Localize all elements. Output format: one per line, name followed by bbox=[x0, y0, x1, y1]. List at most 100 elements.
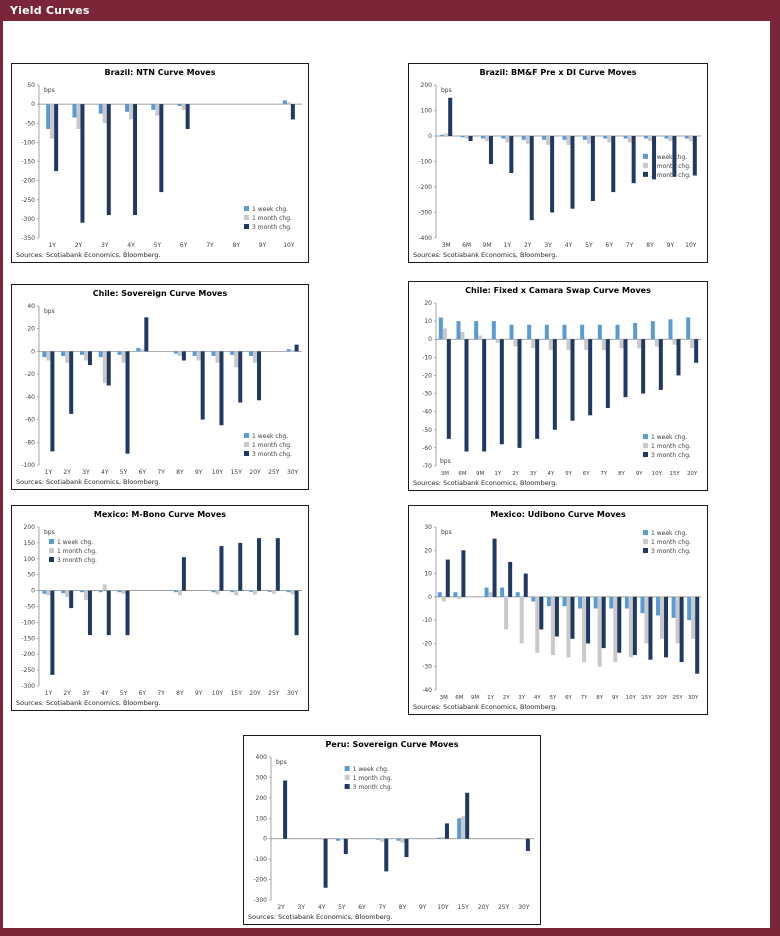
bar bbox=[675, 596, 680, 644]
y-tick-label: -100 bbox=[21, 462, 35, 469]
bar bbox=[181, 351, 186, 361]
bar bbox=[593, 596, 598, 609]
legend-swatch bbox=[244, 451, 249, 456]
x-tick-label: 6Y bbox=[358, 904, 366, 911]
bar bbox=[72, 104, 77, 118]
bar bbox=[615, 324, 620, 340]
y-tick-label: 10 bbox=[424, 318, 432, 325]
x-tick-label: 10Y bbox=[212, 690, 224, 697]
bar bbox=[570, 136, 575, 209]
bar bbox=[491, 321, 496, 340]
legend-label: 1 month chg. bbox=[651, 539, 691, 546]
y-tick-label: -250 bbox=[21, 197, 35, 204]
bar bbox=[234, 590, 239, 596]
x-tick-label: 5Y bbox=[565, 471, 572, 477]
y-tick-label: -60 bbox=[25, 417, 35, 424]
legend-swatch bbox=[643, 452, 648, 457]
bar bbox=[562, 596, 567, 607]
x-tick-label: 6Y bbox=[583, 471, 590, 477]
x-tick-label: 5Y bbox=[154, 242, 162, 249]
chart-title: Mexico: Udibono Curve Moves bbox=[490, 510, 626, 519]
legend-swatch bbox=[643, 153, 648, 159]
bar bbox=[196, 351, 201, 361]
bar bbox=[253, 590, 258, 595]
bps-label: bps bbox=[44, 87, 55, 94]
bar bbox=[257, 538, 262, 591]
bar bbox=[619, 339, 624, 349]
x-tick-label: 10Y bbox=[437, 904, 449, 911]
bar bbox=[624, 596, 629, 609]
chart-panel-mexico-udibono: Mexico: Udibono Curve Moves 30 20 10 0 -10 -2… bbox=[408, 505, 708, 715]
bar bbox=[173, 590, 178, 593]
x-tick-label: 5Y bbox=[120, 469, 128, 476]
x-tick-label: 2Y bbox=[63, 469, 71, 476]
bar bbox=[676, 339, 681, 376]
bar bbox=[554, 596, 559, 637]
bar bbox=[690, 339, 695, 349]
bar bbox=[144, 317, 149, 352]
bar bbox=[550, 596, 555, 656]
x-tick-label: 2Y bbox=[512, 471, 519, 477]
bar bbox=[488, 136, 493, 165]
bar bbox=[151, 104, 156, 110]
bar bbox=[79, 351, 84, 355]
bar bbox=[181, 557, 186, 591]
bar bbox=[550, 136, 555, 213]
bar bbox=[117, 590, 122, 593]
x-tick-label: 9M bbox=[471, 695, 479, 701]
bar bbox=[648, 136, 653, 142]
bar bbox=[570, 339, 575, 421]
bar bbox=[552, 339, 557, 430]
bar bbox=[339, 838, 344, 840]
bar bbox=[658, 339, 663, 390]
bar bbox=[54, 104, 59, 172]
legend-label: 3 month chg. bbox=[57, 557, 97, 564]
legend-label: 1 month chg. bbox=[57, 548, 97, 555]
x-tick-label: 4Y bbox=[318, 904, 326, 911]
chart-title: Brazil: NTN Curve Moves bbox=[104, 68, 216, 77]
legend-swatch bbox=[643, 434, 648, 439]
bar bbox=[380, 838, 385, 842]
bar bbox=[400, 838, 405, 843]
chart-title: Brazil: BM&F Pre x DI Curve Moves bbox=[479, 68, 637, 77]
bar bbox=[515, 592, 520, 597]
bar bbox=[117, 351, 122, 355]
bar bbox=[492, 538, 497, 597]
bar bbox=[61, 590, 66, 594]
x-tick-label: 15Y bbox=[231, 690, 243, 697]
x-tick-label: 1Y bbox=[487, 695, 494, 701]
bar bbox=[234, 351, 239, 368]
y-tick-label: -300 bbox=[418, 210, 432, 217]
x-tick-label: 5Y bbox=[585, 242, 593, 249]
chart-canvas-brazil-ntn: 50 0 -50 -100 -150 -200 -250 -300 -350 1Y 2Y 3Y 4Y 5Y… bbox=[21, 82, 302, 249]
bar bbox=[440, 134, 445, 136]
bar bbox=[106, 590, 111, 636]
bar bbox=[80, 104, 85, 223]
bar bbox=[185, 104, 190, 129]
y-tick-label: -50 bbox=[422, 427, 432, 434]
y-tick-label: 30 bbox=[424, 524, 432, 531]
y-tick-label: -350 bbox=[21, 235, 35, 242]
bar bbox=[679, 596, 684, 663]
bar bbox=[69, 351, 74, 414]
bar bbox=[672, 339, 677, 345]
bar bbox=[230, 590, 235, 593]
bar bbox=[294, 344, 299, 352]
bar bbox=[664, 596, 669, 658]
bar bbox=[50, 351, 55, 452]
legend-label: 1 month chg. bbox=[353, 775, 393, 782]
bar bbox=[501, 136, 506, 139]
legend-swatch bbox=[643, 443, 648, 448]
chart-title: Peru: Sovereign Curve Moves bbox=[325, 740, 459, 749]
bar bbox=[546, 136, 551, 145]
x-tick-label: 5Y bbox=[338, 904, 346, 911]
bar bbox=[590, 136, 595, 202]
chart-canvas-brazil-bmf-pre-di: 200 100 0 -100 -200 -300 -400 3M 6M 9M 1Y 2Y 3Y 4Y 5Y 6… bbox=[418, 82, 701, 249]
bar bbox=[282, 100, 287, 105]
bar bbox=[633, 322, 638, 340]
x-tick-label: 1Y bbox=[48, 242, 56, 249]
bar bbox=[586, 596, 591, 644]
bar bbox=[456, 321, 461, 340]
x-tick-label: 20Y bbox=[478, 904, 490, 911]
bar bbox=[637, 339, 642, 349]
